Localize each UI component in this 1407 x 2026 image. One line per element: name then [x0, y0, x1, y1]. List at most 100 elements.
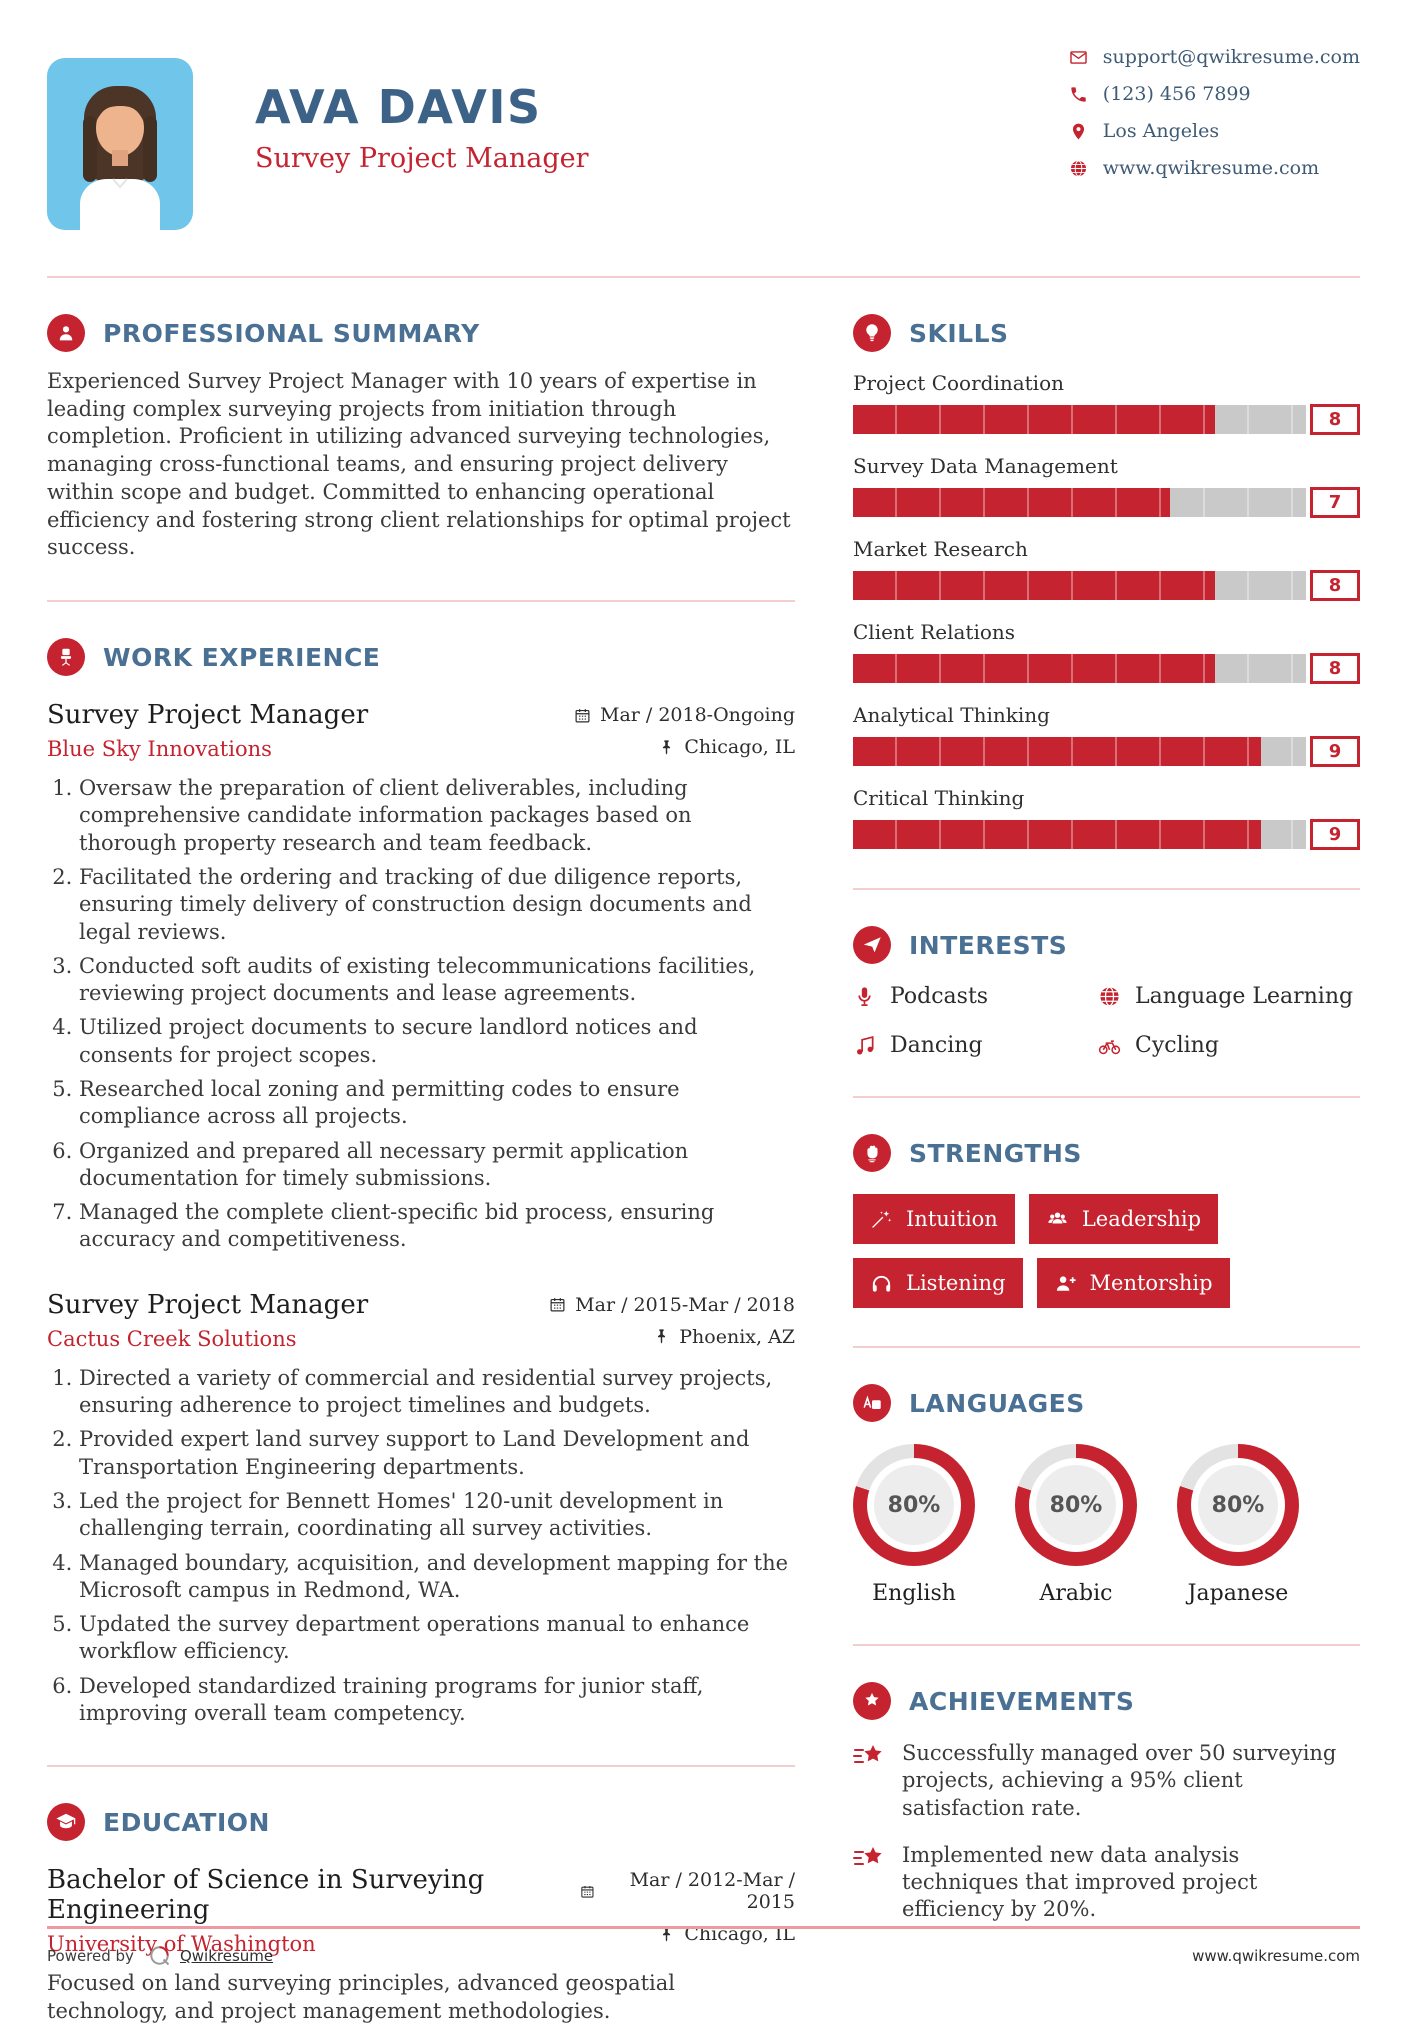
skill-label: Survey Data Management: [853, 454, 1118, 478]
strength-label: Listening: [906, 1271, 1006, 1295]
phone-icon: [1069, 85, 1088, 104]
person-name: AVA DAVIS: [255, 80, 542, 134]
interest-item: Cycling: [1098, 1033, 1360, 1058]
job-location: Phoenix, AZ: [679, 1325, 795, 1348]
job-date: Mar / 2015-Mar / 2018: [575, 1293, 795, 1316]
strength-chip: Intuition: [853, 1194, 1015, 1244]
skill-value-badge: 8: [1310, 653, 1360, 684]
skills-section: SKILLS Project Coordination 8 Survey Dat…: [853, 278, 1360, 850]
contact-website[interactable]: www.qwikresume.com: [1069, 157, 1360, 179]
summary-section: PROFESSIONAL SUMMARY Experienced Survey …: [47, 278, 795, 562]
degree-title: Bachelor of Science in Surveying Enginee…: [47, 1865, 485, 1926]
work-heading: WORK EXPERIENCE: [103, 642, 381, 672]
skill-bar: [853, 820, 1306, 849]
summary-text: Experienced Survey Project Manager with …: [47, 369, 791, 560]
interest-item: Language Learning: [1098, 984, 1360, 1009]
job-entry: Survey Project Manager Cactus Creek Solu…: [47, 1290, 795, 1728]
job-bullet: Conducted soft audits of existing teleco…: [79, 953, 795, 1008]
interest-item: Podcasts: [853, 984, 1098, 1009]
skill-bar: [853, 737, 1306, 766]
bicycle-icon: [1098, 1034, 1121, 1057]
strength-label: Intuition: [906, 1207, 998, 1231]
job-bullet: Developed standardized training programs…: [79, 1673, 795, 1728]
achievements-section: ACHIEVEMENTS Successfully managed over 5…: [853, 1646, 1360, 1924]
powered-by-label: Powered by: [47, 1947, 134, 1965]
footer-divider: [47, 1926, 1360, 1929]
skill-bar: [853, 571, 1306, 600]
right-column: SKILLS Project Coordination 8 Survey Dat…: [853, 278, 1360, 1924]
pushpin-icon: [658, 739, 675, 756]
person-job-title: Survey Project Manager: [255, 143, 589, 174]
job-bullet: Updated the survey department operations…: [79, 1611, 795, 1666]
qwikresume-link[interactable]: Qwikresume: [179, 1947, 274, 1965]
job-title: Survey Project Manager: [47, 700, 369, 731]
footer-site-url[interactable]: www.qwikresume.com: [1192, 1947, 1360, 1965]
contact-email-text: support@qwikresume.com: [1102, 46, 1360, 68]
job-company: Blue Sky Innovations: [47, 737, 272, 762]
pushpin-icon: [653, 1328, 670, 1345]
paper-plane-icon: [853, 926, 891, 964]
microphone-icon: [853, 985, 876, 1008]
skill-bar: [853, 488, 1306, 517]
job-title: Survey Project Manager: [47, 1289, 369, 1320]
language-progress-ring: 80%: [1015, 1444, 1137, 1566]
language-item: 80% Japanese: [1177, 1444, 1299, 1606]
skill-value-badge: 8: [1310, 404, 1360, 435]
language-item: 80% Arabic: [1015, 1444, 1137, 1606]
skill-label: Project Coordination: [853, 371, 1064, 395]
interests-heading: INTERESTS: [909, 930, 1068, 960]
job-bullet: Organized and prepared all necessary per…: [79, 1138, 795, 1193]
strength-chip: Leadership: [1028, 1194, 1219, 1244]
strength-chip: Listening: [853, 1258, 1023, 1308]
language-label: Arabic: [1039, 1581, 1113, 1606]
profile-photo: [47, 58, 193, 230]
interest-label: Language Learning: [1135, 984, 1354, 1009]
education-heading: EDUCATION: [103, 1807, 270, 1837]
language-item: 80% English: [853, 1444, 975, 1606]
graduation-cap-icon: [47, 1803, 85, 1842]
footer: Powered by Qwikresume www.qwikresume.com: [47, 1926, 1360, 1968]
qwikresume-logo-icon: [148, 1944, 172, 1968]
education-date: Mar / 2012-Mar / 2015: [629, 1869, 795, 1914]
profile-photo-illustration: [47, 58, 193, 230]
interest-label: Podcasts: [890, 984, 989, 1009]
skill-label: Client Relations: [853, 620, 1016, 644]
skill-value-badge: 9: [1310, 819, 1360, 850]
office-chair-icon: [47, 638, 85, 677]
strengths-heading: STRENGTHS: [909, 1138, 1082, 1168]
language-progress-ring: 80%: [853, 1444, 975, 1566]
globe-icon: [1069, 159, 1088, 178]
mail-icon: [1069, 48, 1088, 67]
job-bullet: Oversaw the preparation of client delive…: [79, 775, 795, 857]
interest-item: Dancing: [853, 1033, 1098, 1058]
achievement-item: Successfully managed over 50 surveying p…: [853, 1740, 1360, 1822]
calendar-icon: [580, 1883, 595, 1900]
user-plus-icon: [1054, 1272, 1077, 1295]
education-section: EDUCATION Bachelor of Science in Surveyi…: [47, 1767, 795, 2025]
achievement-item: Implemented new data analysis techniques…: [853, 1842, 1360, 1924]
skills-heading: SKILLS: [909, 318, 1009, 348]
skill-row: Analytical Thinking 9: [853, 703, 1360, 767]
section-divider: [853, 1096, 1360, 1098]
section-divider: [47, 600, 795, 603]
skill-value-badge: 8: [1310, 570, 1360, 601]
job-bullet: Managed boundary, acquisition, and devel…: [79, 1550, 795, 1605]
skill-row: Client Relations 8: [853, 620, 1360, 684]
job-bullet: Provided expert land survey support to L…: [79, 1426, 795, 1481]
section-divider: [47, 1765, 795, 1768]
achievement-text: Implemented new data analysis techniques…: [902, 1842, 1258, 1922]
languages-section: LANGUAGES 80% English 80% Arabic: [853, 1348, 1360, 1606]
job-bullets: Oversaw the preparation of client delive…: [47, 775, 795, 1254]
shooting-star-icon: [853, 1742, 887, 1772]
interest-label: Dancing: [890, 1033, 983, 1058]
skill-row: Project Coordination 8: [853, 371, 1360, 435]
languages-heading: LANGUAGES: [909, 1388, 1085, 1418]
contact-website-text: www.qwikresume.com: [1102, 157, 1320, 179]
job-bullet: Researched local zoning and permitting c…: [79, 1076, 795, 1131]
contact-phone[interactable]: (123) 456 7899: [1069, 83, 1360, 105]
lightbulb-icon: [853, 314, 891, 352]
contact-email[interactable]: support@qwikresume.com: [1069, 46, 1360, 68]
achievement-text: Successfully managed over 50 surveying p…: [902, 1741, 1337, 1820]
users-icon: [1046, 1208, 1069, 1231]
strength-label: Mentorship: [1089, 1271, 1213, 1295]
